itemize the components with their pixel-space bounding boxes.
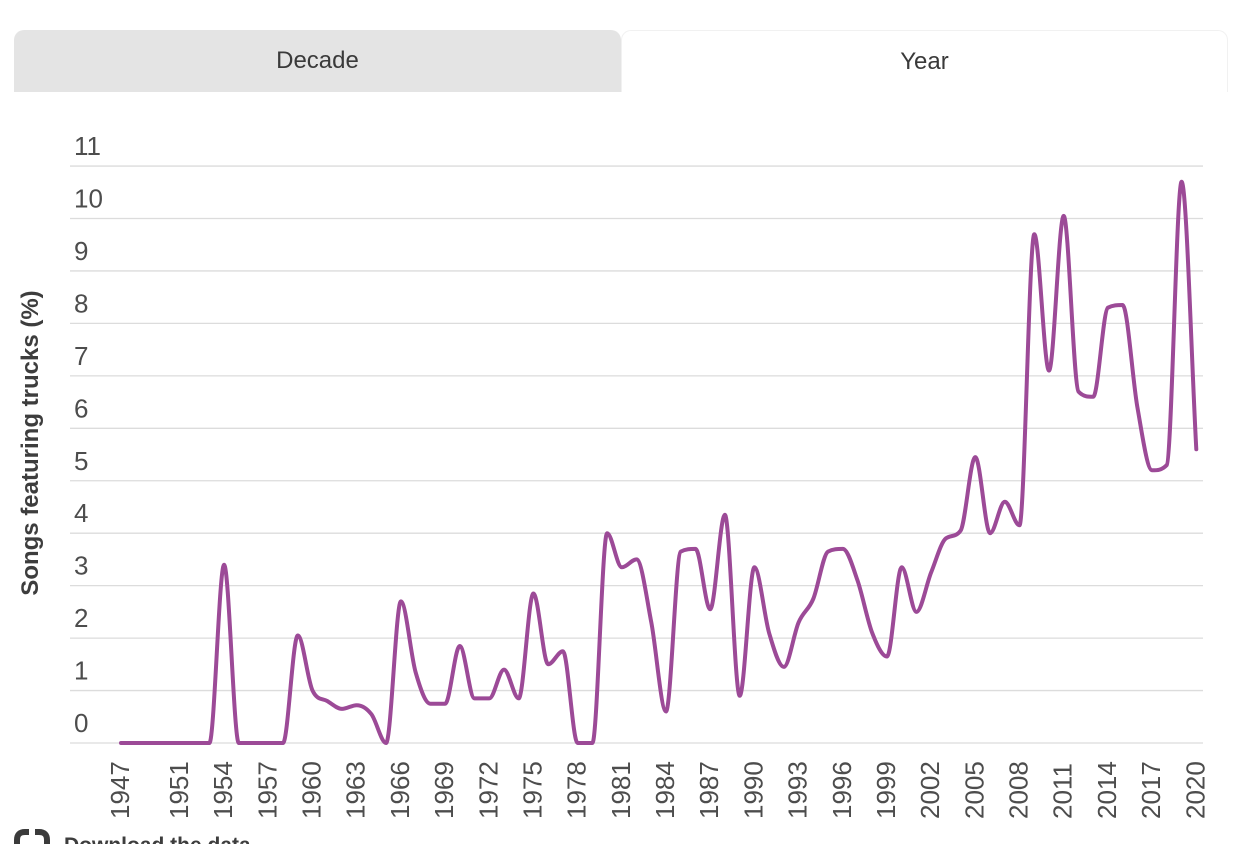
x-tick-label: 1963 xyxy=(341,761,371,819)
x-tick-label: 1966 xyxy=(385,761,415,819)
x-tick-label: 2011 xyxy=(1048,763,1078,819)
download-data-icon[interactable] xyxy=(12,828,52,844)
y-tick-label: 3 xyxy=(74,551,88,581)
view-tabs: Decade Year xyxy=(14,30,1228,92)
tab-decade[interactable]: Decade xyxy=(14,30,621,92)
x-tick-label: 2002 xyxy=(915,761,945,819)
x-tick-label: 1951 xyxy=(164,761,194,819)
y-tick-label: 6 xyxy=(74,393,88,423)
y-axis-tick-labels: 0 1 2 3 4 5 6 7 8 9 10 11 xyxy=(74,131,103,738)
x-tick-label: 1978 xyxy=(562,761,592,819)
x-tick-label: 2017 xyxy=(1136,761,1166,819)
x-tick-label: 2005 xyxy=(959,761,989,819)
tab-year[interactable]: Year xyxy=(621,30,1228,92)
x-tick-label: 1969 xyxy=(429,761,459,819)
y-tick-label: 10 xyxy=(74,184,103,214)
x-tick-label: 2014 xyxy=(1092,761,1122,819)
x-tick-label: 1975 xyxy=(517,761,547,819)
footer-link[interactable]: Download the data xyxy=(64,834,251,844)
x-tick-label: 1957 xyxy=(252,761,282,819)
footer: Download the data xyxy=(0,826,1242,844)
x-tick-label: 1981 xyxy=(606,761,636,819)
y-tick-label: 1 xyxy=(74,656,88,686)
x-tick-label: 1993 xyxy=(783,761,813,819)
x-tick-label: 1960 xyxy=(296,761,326,819)
y-axis-title: Songs featuring trucks (%) xyxy=(17,290,44,595)
x-tick-label: 1947 xyxy=(105,761,135,819)
y-tick-label: 11 xyxy=(74,131,101,161)
x-tick-label: 1996 xyxy=(827,761,857,819)
x-tick-label: 1999 xyxy=(871,761,901,819)
x-tick-label: 1984 xyxy=(650,761,680,819)
y-tick-label: 9 xyxy=(74,236,88,266)
x-tick-label: 1954 xyxy=(208,761,238,819)
y-tick-label: 8 xyxy=(74,288,88,318)
y-tick-label: 4 xyxy=(74,498,88,528)
x-axis-tick-labels: 1947 1951 1954 1957 1960 1963 1966 1969 1972 1975… xyxy=(105,761,1210,819)
gridlines xyxy=(70,165,1203,744)
y-tick-label: 2 xyxy=(74,603,88,633)
x-tick-label: 1990 xyxy=(738,761,768,819)
series-line xyxy=(119,179,1199,745)
x-tick-label: 1972 xyxy=(473,761,503,819)
x-tick-label: 2008 xyxy=(1004,761,1034,819)
y-tick-label: 0 xyxy=(74,708,88,738)
x-tick-label: 2020 xyxy=(1180,761,1210,819)
y-tick-label: 5 xyxy=(74,446,88,476)
x-tick-label: 1987 xyxy=(694,761,724,819)
y-tick-label: 7 xyxy=(74,341,88,371)
